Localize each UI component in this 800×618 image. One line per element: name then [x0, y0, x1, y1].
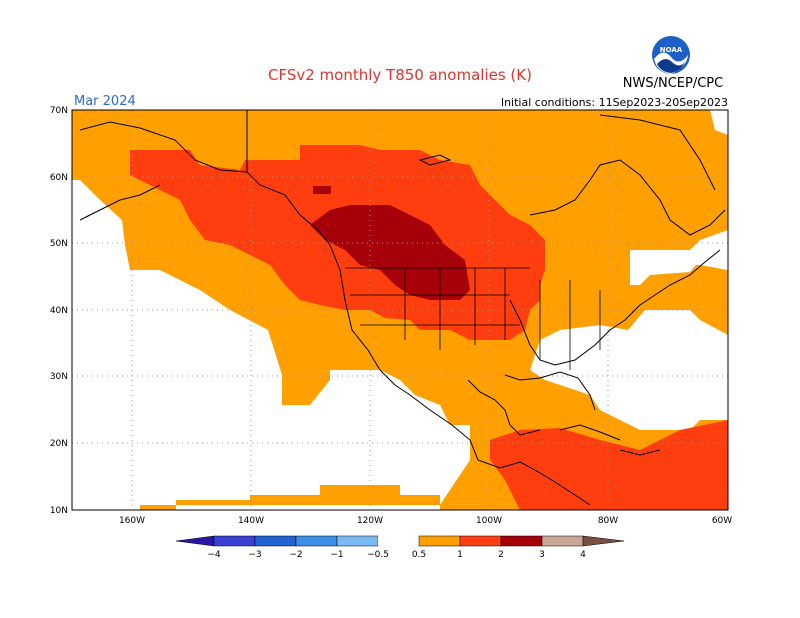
- noaa-logo-icon: NOAA: [652, 36, 690, 74]
- legend-tick: 2: [498, 550, 504, 560]
- legend-swatch: [459, 535, 502, 547]
- legend-swatch: [295, 535, 338, 547]
- anomaly-speck: [313, 186, 331, 194]
- legend-swatch: [336, 535, 379, 547]
- legend-swatch: [541, 535, 584, 547]
- legend-tick: −4: [207, 550, 221, 560]
- agency-label: NWS/NCEP/CPC: [622, 76, 724, 91]
- anomaly-region-1-to-2: [130, 145, 545, 340]
- legend-swatch-gt-4: [582, 535, 625, 547]
- lon-label: 120W: [357, 516, 383, 526]
- lat-label: 10N: [50, 506, 68, 516]
- legend-colorbar: [175, 535, 625, 547]
- lon-label: 60W: [712, 516, 732, 526]
- lon-label: 100W: [476, 516, 502, 526]
- lon-labels: 160W 140W 120W 100W 80W 60W: [119, 516, 732, 526]
- lon-label: 160W: [119, 516, 145, 526]
- lat-label: 70N: [50, 106, 68, 116]
- legend-tick: −3: [248, 550, 261, 560]
- legend-tick: −2: [289, 550, 302, 560]
- legend-tick: −1: [330, 550, 343, 560]
- lat-labels: 70N 60N 50N 40N 30N 20N 10N: [50, 106, 68, 516]
- legend-tick: 1: [457, 550, 463, 560]
- lat-label: 50N: [50, 239, 68, 249]
- legend-swatch: [254, 535, 297, 547]
- map-title: CFSv2 monthly T850 anomalies (K): [268, 66, 532, 84]
- forecast-month: Mar 2024: [74, 94, 136, 109]
- legend-ticks: −4 −3 −2 −1 −0.5 0.5 1 2 3 4: [207, 550, 586, 560]
- anomaly-white-northeast: [630, 250, 700, 285]
- lat-label: 20N: [50, 439, 68, 449]
- noaa-logo-text: NOAA: [660, 46, 683, 54]
- legend-swatch: [500, 535, 543, 547]
- anomaly-region-2-to-3: [310, 205, 470, 300]
- lat-label: 30N: [50, 372, 68, 382]
- legend-swatch: [213, 535, 256, 547]
- anomaly-white-atlantic: [530, 310, 728, 430]
- graticule: [72, 110, 728, 510]
- lat-label: 40N: [50, 306, 68, 316]
- legend-tick: 3: [539, 550, 545, 560]
- legend-swatch-lt-4: [175, 535, 215, 547]
- state-borders: [345, 267, 601, 370]
- legend-tick: 4: [580, 550, 586, 560]
- coastlines: [79, 110, 726, 506]
- legend-swatch: [418, 535, 461, 547]
- anomaly-region-0-5-to-1: [72, 110, 728, 510]
- anomaly-region-1-to-2-south: [490, 420, 728, 510]
- legend-tick: −0.5: [367, 550, 389, 560]
- legend-tick: 0.5: [412, 550, 426, 560]
- lon-label: 140W: [238, 516, 264, 526]
- lon-label: 80W: [598, 516, 618, 526]
- anomaly-field: [72, 110, 728, 510]
- legend-swatch: [378, 536, 419, 546]
- initial-conditions: Initial conditions: 11Sep2023-20Sep2023: [500, 96, 728, 109]
- lat-label: 60N: [50, 173, 68, 183]
- anomaly-white-greenland-edge: [710, 110, 728, 135]
- map-frame: [71, 109, 729, 511]
